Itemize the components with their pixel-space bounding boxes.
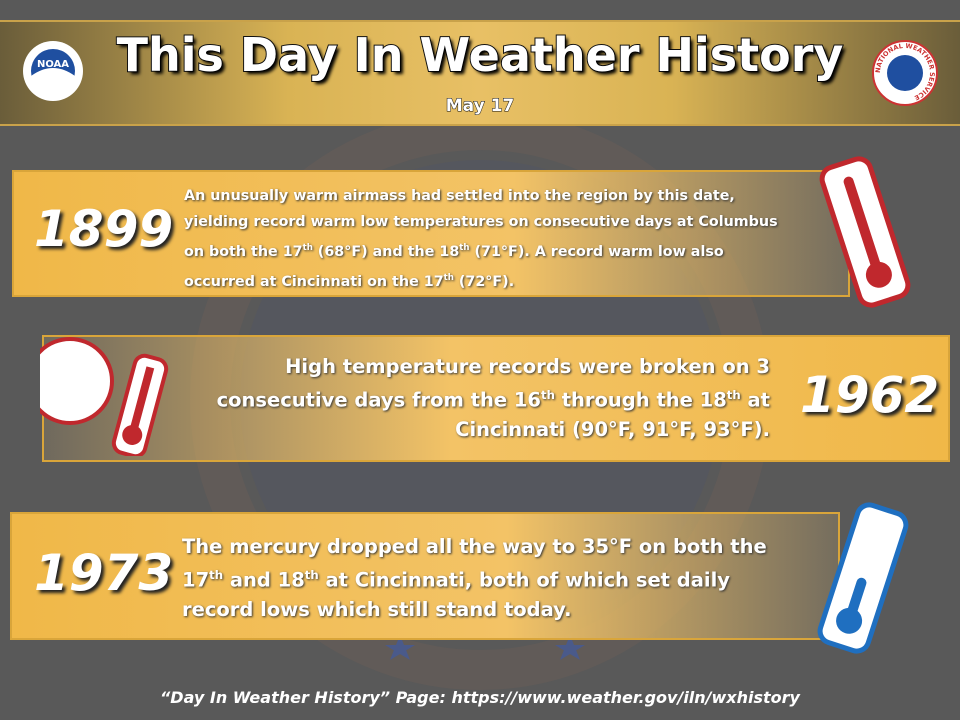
text-run: (72°F). <box>453 273 515 290</box>
text-run: through the 18 <box>554 388 727 412</box>
logo-text: NOAA <box>37 59 69 70</box>
text-run: at Cincinnati, both of which set daily r… <box>182 568 730 621</box>
thermometer-icon <box>817 502 909 654</box>
text-run: (71°F). A record warm low also occurred … <box>184 243 724 290</box>
event-text: The mercury dropped all the way to 35°F … <box>182 532 782 624</box>
title: This Day In Weather History <box>116 27 845 83</box>
superscript: th <box>726 388 741 402</box>
nws-logo: NATIONAL WEATHER SERVICE <box>872 40 938 106</box>
event-text: An unusually warm airmass had settled in… <box>184 183 784 295</box>
text-run: High temperature records were broken on … <box>216 355 770 412</box>
text-run: and 18 <box>223 568 305 592</box>
event-box <box>10 512 840 640</box>
footer: “Day In Weather History” Page: https://w… <box>160 688 800 707</box>
text-run: An unusually warm airmass had settled in… <box>184 188 778 260</box>
superscript: th <box>302 243 313 253</box>
event-text: High temperature records were broken on … <box>200 352 770 444</box>
superscript: th <box>304 568 319 582</box>
superscript: th <box>443 272 454 283</box>
superscript: th <box>459 243 470 253</box>
noaa-logo: NOAA <box>23 41 83 101</box>
event-box <box>42 335 950 462</box>
superscript: th <box>209 568 224 582</box>
text-run: (68°F) and the 18 <box>312 243 460 260</box>
thermometer-icon <box>819 156 911 308</box>
superscript: th <box>541 388 555 402</box>
event-year: 1973 <box>34 544 174 602</box>
sun-thermometer-icon <box>40 337 169 456</box>
event-box <box>12 170 850 297</box>
event-year: 1962 <box>800 366 940 424</box>
text-run: at Cincinnati (90°F, 91°F, 93°F). <box>455 388 770 441</box>
header-band <box>0 20 960 126</box>
event-year: 1899 <box>34 200 174 258</box>
text-run: The mercury dropped all the way to 35°F … <box>182 535 767 592</box>
date: May 17 <box>445 96 515 117</box>
